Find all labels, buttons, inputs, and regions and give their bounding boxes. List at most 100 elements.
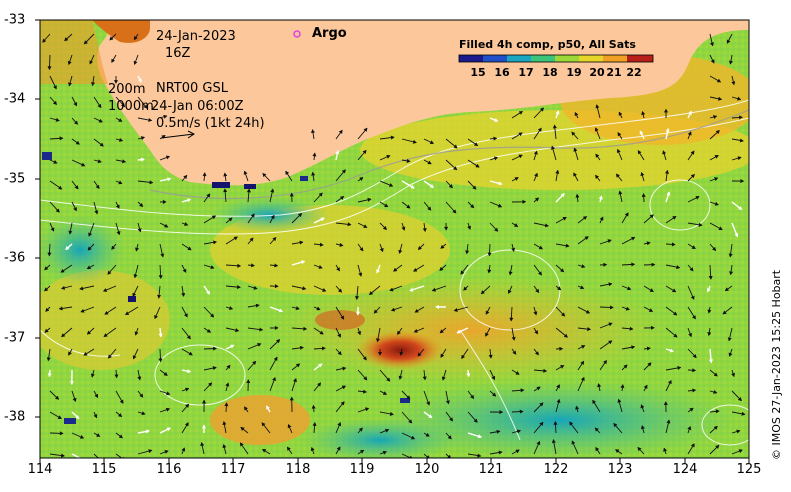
current-vector-head [138, 78, 142, 83]
current-vector-head [560, 365, 565, 369]
current-vector-head [663, 447, 667, 452]
current-vector-head [79, 286, 84, 291]
current-vector-head [319, 242, 324, 247]
current-vector-head [230, 344, 235, 349]
current-vector-head [118, 118, 123, 122]
current-vector-head [140, 157, 145, 162]
current-vector-head [522, 199, 527, 204]
current-vector-head [409, 287, 414, 292]
current-vector-head [690, 173, 695, 178]
current-vector-head [182, 268, 187, 273]
current-vector-head [141, 411, 146, 416]
current-vector-head [93, 414, 98, 419]
current-vector-head [67, 60, 72, 66]
current-vector-head [565, 243, 570, 248]
current-vector-head [163, 372, 168, 376]
current-vector-head [595, 104, 600, 109]
current-vector-head [518, 111, 523, 115]
current-vector-head [534, 150, 538, 155]
current-vector-head [278, 308, 284, 313]
current-vector-head [426, 455, 430, 458]
current-vector-head [603, 262, 608, 267]
current-vector-head [439, 329, 444, 334]
current-vector-head [363, 376, 368, 381]
current-vector-head [617, 398, 622, 403]
argo-marker [293, 30, 301, 38]
current-vector-head [581, 345, 586, 349]
current-vector-head [386, 155, 391, 159]
current-vector-head [60, 269, 65, 273]
current-vector-head [494, 227, 499, 232]
current-vector-head [737, 96, 742, 101]
current-vector-head [301, 260, 306, 264]
current-vector-head [728, 253, 733, 258]
current-vector-head [222, 421, 227, 426]
current-vector-head [368, 291, 373, 296]
current-vector-head [261, 422, 266, 427]
current-vector-head [88, 232, 92, 237]
current-vector-head [664, 108, 668, 113]
current-vector-head [236, 285, 241, 290]
current-vector-head [50, 227, 55, 232]
current-vector-head [274, 284, 279, 289]
current-vector-head [460, 270, 465, 275]
current-vector-head [111, 58, 115, 63]
current-vector-head [266, 405, 270, 410]
current-vector-head [585, 309, 591, 314]
current-vector-head [413, 268, 418, 272]
current-vector-head [722, 310, 727, 315]
current-vector-head [470, 394, 475, 399]
current-vector-head [428, 414, 433, 419]
current-vector-head [475, 163, 480, 168]
scale-arrow [160, 130, 195, 139]
current-vector-head [59, 136, 64, 141]
current-vector-head [499, 410, 504, 415]
current-vector-head [714, 177, 719, 181]
current-vector-head [477, 434, 482, 439]
current-vector-head [399, 351, 404, 356]
current-vector-head [337, 422, 342, 427]
current-vector-head [594, 127, 599, 132]
current-vector-head [715, 409, 720, 414]
current-vector-head [244, 406, 248, 411]
current-vector-head [493, 156, 499, 161]
current-vector-head [435, 304, 440, 309]
current-vector-head [270, 188, 275, 193]
current-vector-head [552, 124, 557, 129]
current-vector-head [617, 132, 622, 137]
current-vector-head [357, 331, 362, 336]
current-vector-head [382, 450, 387, 455]
current-vector-head [107, 354, 112, 359]
current-vector-head [466, 373, 471, 378]
current-vector-head [181, 447, 186, 452]
current-vector-head [296, 363, 301, 368]
current-vector-head [492, 392, 497, 397]
current-vector-head [386, 377, 391, 382]
current-vector-head [338, 288, 342, 293]
current-vector-head [741, 411, 746, 416]
depth-label-1000: 1000m [108, 99, 154, 114]
colorbar-label: 19 [566, 66, 582, 79]
current-vector-head [625, 306, 630, 311]
current-vector-head [367, 197, 372, 202]
y-tick-label: -38 [4, 409, 26, 425]
current-vector-head [55, 117, 60, 122]
current-vector-head [631, 236, 636, 241]
current-vector-head [727, 337, 732, 342]
current-vector-head [270, 214, 275, 219]
x-tick-label: 114 [27, 462, 53, 477]
current-vector-head [689, 407, 694, 412]
current-vector-head [672, 288, 677, 293]
current-vector-head [509, 317, 514, 322]
current-vector-head [739, 138, 744, 143]
current-vector-head [262, 448, 267, 453]
current-vector-head [80, 309, 85, 313]
current-vector-head [731, 81, 736, 86]
current-vector-head [560, 193, 565, 197]
current-vector-head [485, 332, 489, 337]
colorbar-label: 17 [518, 66, 534, 79]
current-vector-head [519, 409, 524, 414]
current-vector-head [637, 150, 642, 155]
current-vector-head [64, 37, 69, 42]
current-vector-head [289, 192, 294, 197]
